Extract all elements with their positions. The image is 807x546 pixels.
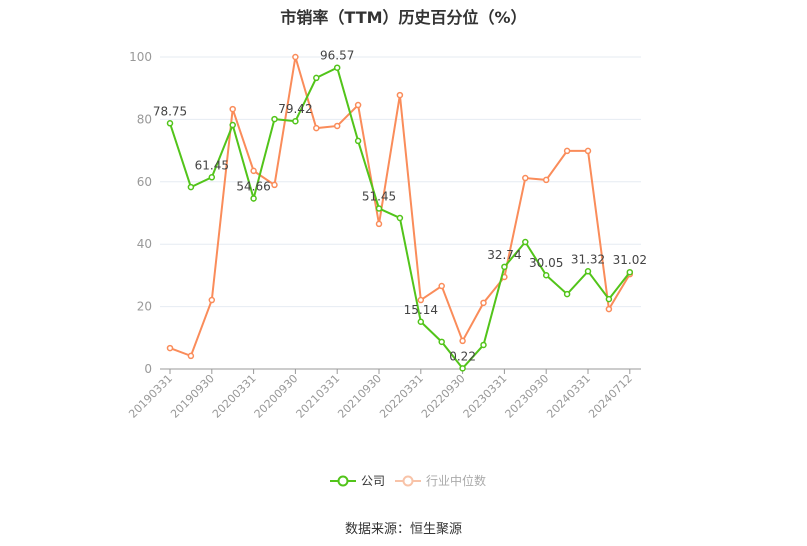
x-tick-label: 20210331 [294,372,343,421]
y-tick-label: 20 [137,300,152,314]
data-label: 78.75 [153,104,187,118]
x-tick-label: 20240331 [544,372,593,421]
data-point[interactable] [563,147,571,155]
data-point[interactable] [375,220,383,228]
data-point[interactable] [271,181,278,189]
data-point[interactable] [522,238,529,246]
y-tick-label: 80 [137,112,152,126]
data-point[interactable] [354,101,362,109]
data-point[interactable] [313,124,320,132]
data-point[interactable] [354,137,362,145]
data-label: 61.45 [195,158,229,172]
data-point[interactable] [333,122,341,130]
x-tick-label: 20200331 [210,372,259,421]
data-label: 31.32 [571,252,605,266]
data-point[interactable] [584,268,592,275]
data-point[interactable] [292,53,299,61]
y-tick-label: 100 [129,50,152,64]
data-point[interactable] [438,338,445,346]
data-point[interactable] [271,115,278,123]
x-tick-label: 20220930 [419,372,468,421]
data-label: 32.74 [487,248,521,262]
data-point[interactable] [250,167,257,175]
data-point[interactable] [229,105,236,113]
y-tick-label: 60 [137,175,152,189]
data-point[interactable] [187,352,195,360]
data-point[interactable] [166,120,174,127]
data-point[interactable] [375,205,383,212]
chart-title: 市销率（TTM）历史百分位（%） [280,8,527,27]
x-tick-label: 20230331 [461,372,510,421]
x-tick-label: 20200930 [252,372,301,421]
x-tick-label: 20210930 [335,372,384,421]
y-tick-label: 40 [137,237,152,251]
legend-item-company[interactable]: 公司 [330,472,385,489]
legend-label-company: 公司 [361,474,386,488]
data-label: 31.02 [613,253,647,267]
data-point[interactable] [208,174,216,181]
data-point[interactable] [584,147,592,155]
data-label: 79.42 [278,102,312,116]
legend-item-industry[interactable]: 行业中位数 [395,472,486,489]
data-point[interactable] [480,341,487,349]
data-label: 15.14 [404,303,438,317]
data-point[interactable] [313,74,320,82]
data-point[interactable] [438,282,445,290]
legend: 公司 行业中位数 [330,472,486,489]
data-point[interactable] [605,295,613,303]
data-point[interactable] [480,299,487,307]
data-point[interactable] [396,91,404,99]
data-point[interactable] [626,268,634,276]
legend-label-industry: 行业中位数 [426,474,487,488]
data-point[interactable] [417,296,425,304]
x-tick-label: 20230930 [503,372,552,421]
data-point[interactable] [522,174,529,182]
industry-series-line [169,56,631,358]
data-point[interactable] [208,296,216,304]
data-point[interactable] [292,117,299,125]
x-tick-label: 20240712 [586,372,635,421]
data-point[interactable] [542,176,550,184]
x-tick-label: 20190930 [168,372,217,421]
data-point[interactable] [166,344,174,352]
data-point[interactable] [501,263,508,271]
data-point[interactable] [459,337,466,345]
data-point[interactable] [187,183,195,191]
data-point[interactable] [250,195,257,202]
x-tick-label: 20220331 [377,372,426,421]
company-line-icon [330,475,356,486]
x-tick-label: 20190331 [126,372,175,421]
data-point[interactable] [459,365,466,372]
data-point[interactable] [417,318,425,326]
data-point[interactable] [542,271,550,279]
data-point[interactable] [229,121,236,129]
data-label: 54.66 [236,179,270,193]
y-tick-label: 0 [144,362,152,376]
data-label: 96.57 [320,49,354,63]
data-point[interactable] [396,214,404,222]
data-source: 数据来源：恒生聚源 [344,522,462,537]
data-label: 51.45 [362,189,396,203]
data-label: 0.22 [449,349,476,363]
data-point[interactable] [333,64,341,71]
data-point[interactable] [563,290,571,298]
data-point[interactable] [605,305,613,313]
industry-line-icon [395,475,422,486]
data-label: 30.05 [529,256,563,270]
